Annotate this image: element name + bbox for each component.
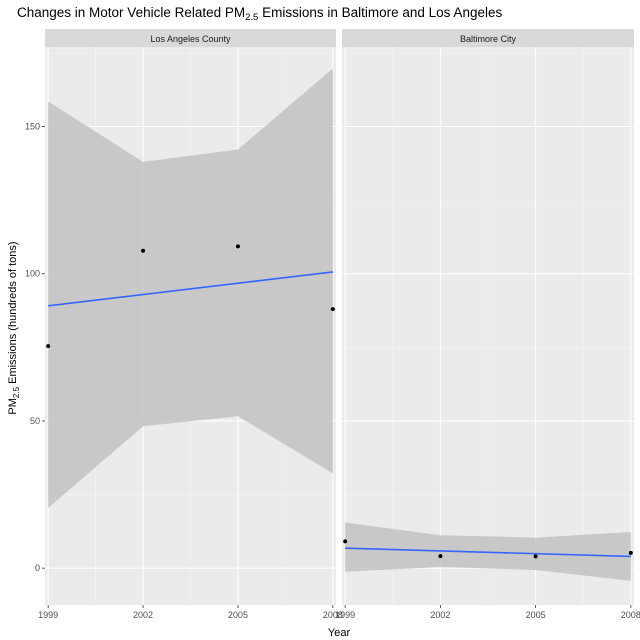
trend-line: [48, 271, 333, 307]
x-tick-label: 2008: [621, 610, 640, 620]
x-axis-title: Year: [328, 627, 351, 639]
panel-2: Baltimore City 1999 2002 2005 2008: [335, 29, 640, 620]
facet-strip: [342, 29, 634, 47]
x-tick-label: 1999: [335, 610, 355, 620]
facet-strip-label: Baltimore City: [460, 34, 517, 44]
y-axis-title: PM2.5 Emissions (hundreds of tons): [7, 241, 21, 414]
data-point: [343, 539, 348, 544]
trend-line: [345, 547, 631, 558]
data-point: [533, 554, 538, 559]
x-tick-label: 2005: [526, 610, 546, 620]
x-tick-label: 2002: [133, 610, 153, 620]
y-tick-label: 0: [35, 563, 40, 573]
data-point: [628, 550, 633, 555]
data-point: [330, 307, 335, 312]
data-point: [46, 344, 51, 349]
y-tick-label: 100: [25, 269, 40, 279]
chart-title: Changes in Motor Vehicle Related PM2.5 E…: [17, 5, 502, 23]
panel-1: Los Angeles County 1999 2002 2005 2008 0 50 100…: [25, 29, 343, 620]
facet-strip-label: Los Angeles County: [150, 34, 231, 44]
data-point: [438, 554, 443, 559]
y-tick-label: 150: [25, 122, 40, 132]
x-tick-label: 2008: [323, 610, 343, 620]
data-point: [141, 248, 146, 253]
x-tick-label: 1999: [38, 610, 58, 620]
x-tick-label: 2002: [430, 610, 450, 620]
y-tick-label: 50: [30, 416, 40, 426]
data-point: [235, 244, 240, 249]
facet-strip: [45, 29, 336, 47]
x-tick-label: 2005: [228, 610, 248, 620]
